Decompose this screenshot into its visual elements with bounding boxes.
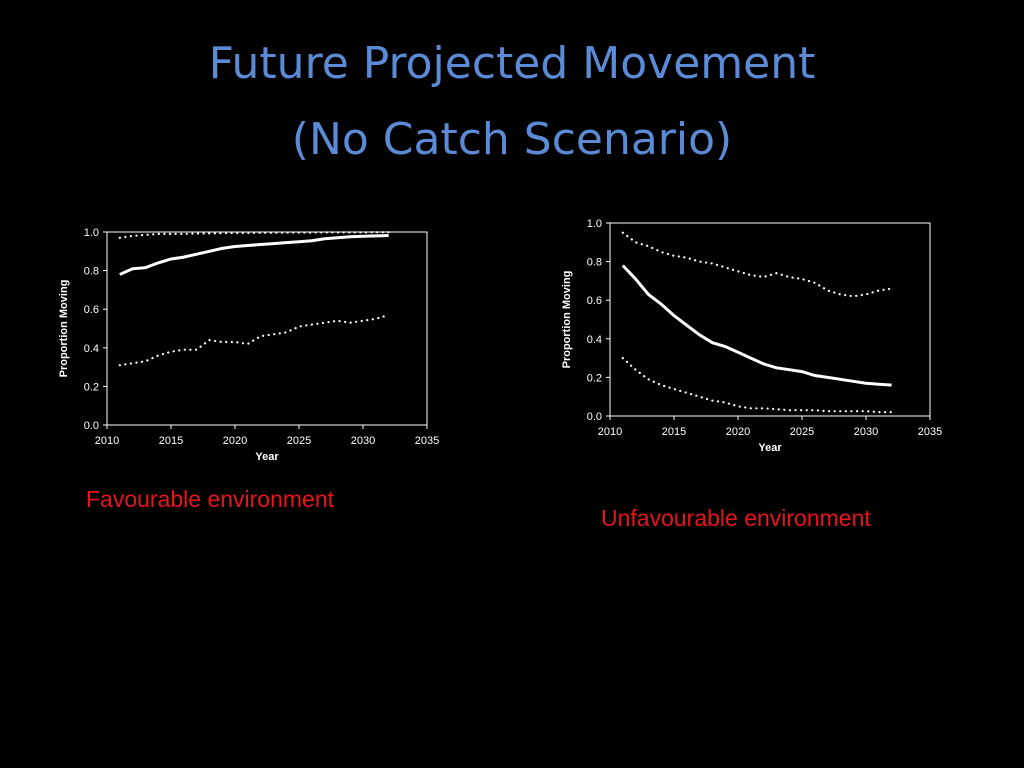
x-tick-label: 2010 [95, 435, 119, 447]
plot-area-frame [609, 222, 931, 417]
x-tick-label: 2030 [854, 426, 878, 438]
confidence-bound-line [621, 231, 893, 298]
plot-area-frame [106, 231, 428, 426]
y-tick-label: 0.2 [587, 372, 602, 384]
y-tick-label: 0.2 [84, 381, 99, 393]
x-tick-label: 2020 [726, 426, 750, 438]
confidence-bound-line [621, 357, 893, 414]
y-tick-label: 1.0 [84, 228, 99, 239]
median-line [621, 264, 892, 387]
y-axis-label: Proportion Moving [58, 280, 70, 378]
x-tick-label: 2020 [223, 435, 247, 447]
x-tick-label: 2015 [159, 435, 183, 447]
chart-svg: 0.0 0.2 0.4 0.6 0.8 1.0 2010 2015 2020 2025 2030 20… [561, 218, 942, 454]
x-tick-label: 2025 [287, 435, 311, 447]
y-tick-label: 1.0 [587, 219, 602, 230]
y-tick-label: 0.4 [587, 334, 602, 346]
y-axis-label: Proportion Moving [561, 271, 573, 369]
x-tick-label: 2035 [415, 435, 439, 447]
y-tick-label: 0.0 [84, 420, 99, 432]
x-axis-label: Year [758, 442, 782, 454]
confidence-bound-line [118, 313, 390, 367]
slide-title-line-1: Future Projected Movement [208, 38, 816, 89]
favourable-environment-chart: 0.0 0.2 0.4 0.6 0.8 1.0 2010 2015 2020 2025 2030 20… [55, 227, 445, 468]
median-line [119, 234, 389, 276]
x-tick-label: 2030 [351, 435, 375, 447]
chart-svg: 0.0 0.2 0.4 0.6 0.8 1.0 2010 2015 2020 2025 2030 20… [58, 227, 439, 463]
x-axis-label: Year [255, 451, 279, 463]
x-tick-label: 2010 [598, 426, 622, 438]
unfavourable-environment-caption: Unfavourable environment [601, 505, 871, 531]
slide-title: Future Projected Movement (No Catch Scen… [0, 26, 1024, 178]
y-tick-label: 0.4 [84, 343, 99, 355]
slide-title-line-2: (No Catch Scenario) [291, 114, 733, 165]
x-tick-label: 2025 [790, 426, 814, 438]
x-tick-label: 2015 [662, 426, 686, 438]
y-tick-label: 0.8 [587, 257, 602, 269]
y-tick-label: 0.6 [84, 304, 99, 316]
y-tick-label: 0.0 [587, 411, 602, 423]
unfavourable-environment-chart: 0.0 0.2 0.4 0.6 0.8 1.0 2010 2015 2020 2025 2030 20… [558, 218, 948, 459]
y-tick-label: 0.6 [587, 295, 602, 307]
favourable-environment-caption: Favourable environment [86, 486, 335, 512]
y-tick-label: 0.8 [84, 266, 99, 278]
x-tick-label: 2035 [918, 426, 942, 438]
confidence-bound-line [118, 231, 390, 239]
